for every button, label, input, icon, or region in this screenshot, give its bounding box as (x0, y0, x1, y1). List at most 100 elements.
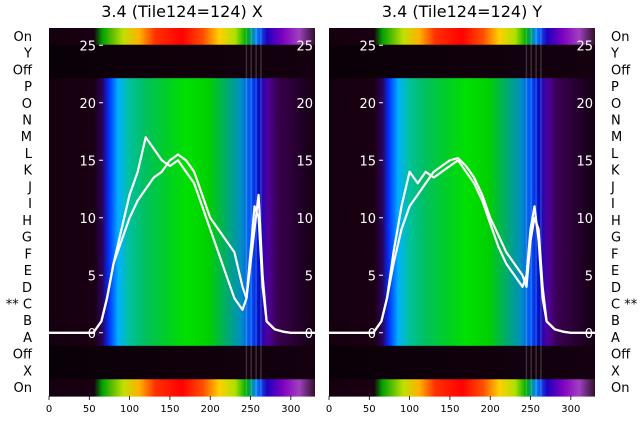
heatmap-streak (530, 28, 533, 396)
overlay-y-tick-label-right: 0 (305, 327, 313, 342)
heatmap-row (329, 94, 595, 113)
overlay-y-tick-label-right: 20 (296, 97, 313, 112)
heatmap-row (329, 295, 595, 313)
heatmap-row (329, 228, 595, 247)
row-label: L (611, 147, 619, 162)
heatmap-row (329, 329, 595, 347)
row-label: P (24, 80, 32, 95)
row-label: M (21, 130, 32, 145)
heatmap-row (49, 329, 315, 347)
row-label: C ** (611, 298, 638, 313)
x-tick-label: 50 (83, 404, 96, 415)
row-label: M (611, 130, 622, 145)
heatmap-row (49, 345, 315, 364)
row-label: F (25, 247, 32, 262)
heatmap-row (329, 212, 595, 230)
x-tick-label: 300 (561, 404, 580, 415)
row-label: X (611, 364, 620, 379)
row-label: O (611, 97, 621, 112)
row-label: On (14, 381, 32, 396)
heatmap-row (49, 178, 315, 196)
x-tick-label: 300 (281, 404, 300, 415)
row-label: G (22, 231, 32, 246)
row-label: O (22, 97, 32, 112)
row-label: J (610, 180, 615, 195)
heatmap-panel-x: 3.4 (Tile124=124) XOnYOffPONMLKJIHGFED**… (6, 2, 315, 415)
row-label: On (611, 381, 629, 396)
heatmap-row (329, 195, 595, 213)
overlay-y-tick-label-right: 25 (576, 39, 593, 54)
heatmap-row (49, 78, 315, 96)
x-tick-label: 150 (160, 404, 179, 415)
x-tick-label: 100 (120, 404, 139, 415)
overlay-y-tick-label: 15 (359, 154, 376, 169)
heatmap-row (329, 161, 595, 180)
x-tick-label: 100 (400, 404, 419, 415)
row-label: E (24, 264, 32, 279)
row-label: X (23, 364, 32, 379)
row-label: H (22, 214, 32, 229)
heatmap-row (329, 145, 595, 163)
x-tick-label: 50 (363, 404, 376, 415)
row-label: E (611, 264, 619, 279)
heatmap-row (49, 28, 315, 46)
row-label: G (611, 231, 621, 246)
heatmap-streak (245, 28, 248, 396)
row-label: Off (611, 348, 631, 363)
heatmap-row (329, 379, 595, 397)
overlay-y-tick-label-right: 20 (576, 97, 593, 112)
heatmap-row (329, 278, 595, 297)
heatmap-streak (250, 28, 253, 396)
overlay-y-tick-label: 5 (368, 269, 376, 284)
row-label: ** C (6, 298, 32, 313)
row-label: Off (13, 63, 33, 78)
x-tick-label: 200 (481, 404, 500, 415)
heatmap-row (329, 362, 595, 380)
heatmap-row (329, 78, 595, 96)
overlay-y-tick-label: 15 (79, 154, 96, 169)
row-label: D (611, 281, 621, 296)
row-label: B (23, 314, 32, 329)
x-tick-label: 200 (201, 404, 220, 415)
heatmap-row (49, 362, 315, 380)
heatmap-panel-y: 3.4 (Tile124=124) YOnYOffPONMLKJIHGFEDC … (326, 2, 638, 415)
row-label: K (611, 164, 620, 179)
overlay-y-tick-label: 0 (88, 327, 96, 342)
heatmap-row (49, 128, 315, 146)
overlay-y-tick-label-right: 15 (576, 154, 593, 169)
row-label: J (27, 180, 32, 195)
row-label: A (611, 331, 620, 346)
heatmap-row (329, 28, 595, 46)
heatmap-row (49, 245, 315, 263)
x-tick-label: 0 (326, 404, 332, 415)
x-tick-label: 150 (440, 404, 459, 415)
heatmap-row (329, 245, 595, 263)
heatmap-row (49, 161, 315, 180)
x-tick-label: 250 (521, 404, 540, 415)
row-label: A (23, 331, 32, 346)
row-label: I (611, 197, 615, 212)
heatmap-row (329, 128, 595, 146)
row-label: K (23, 164, 32, 179)
row-label: Y (610, 47, 619, 62)
chart-title: 3.4 (Tile124=124) Y (382, 2, 543, 21)
heatmap-row (49, 44, 315, 63)
overlay-y-tick-label-right: 5 (585, 269, 593, 284)
row-label: P (611, 80, 619, 95)
heatmap-row (329, 345, 595, 364)
overlay-y-tick-label-right: 0 (585, 327, 593, 342)
heatmap-row (49, 295, 315, 313)
row-label: Y (23, 47, 32, 62)
overlay-y-tick-label: 20 (359, 97, 376, 112)
overlay-y-tick-label: 10 (79, 212, 96, 227)
row-label: D (22, 281, 32, 296)
row-label: B (611, 314, 620, 329)
row-label: F (611, 247, 618, 262)
overlay-y-tick-label-right: 15 (296, 154, 313, 169)
overlay-y-tick-label: 20 (79, 97, 96, 112)
heatmap-streak (540, 28, 542, 396)
overlay-series-line (329, 159, 595, 334)
heatmap-row (49, 111, 315, 129)
row-label: H (611, 214, 621, 229)
